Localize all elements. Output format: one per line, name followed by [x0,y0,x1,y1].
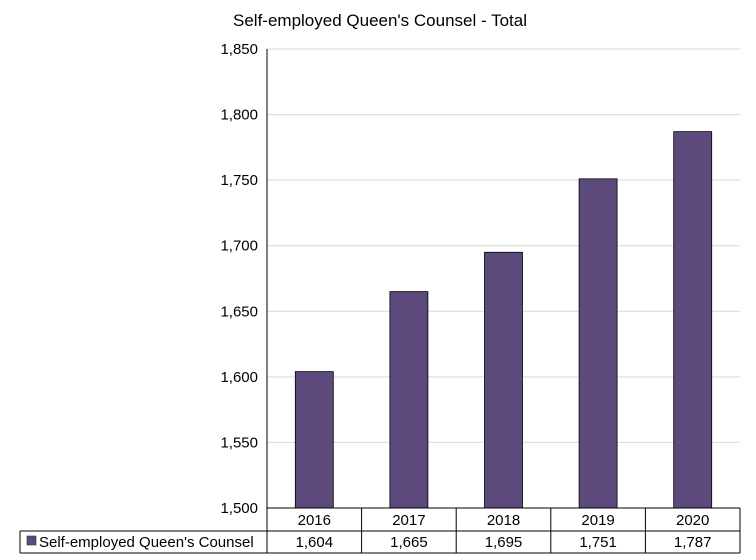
x-category-label: 2017 [392,512,425,529]
data-table-value: 1,695 [485,534,523,551]
y-tick-label: 1,600 [220,369,258,386]
y-tick-label: 1,500 [220,500,258,517]
bar-2017 [389,291,429,509]
y-axis-ticks: 1,500 1,550 1,600 1,650 1,700 1,750 1,800 1,850 [220,41,258,517]
chart-title: Self-employed Queen's Counsel - Total [233,11,527,30]
x-category-label: 2019 [581,512,614,529]
y-tick-label: 1,650 [220,303,258,320]
x-category-label: 2018 [487,512,520,529]
data-table-value: 1,604 [296,534,334,551]
bar-2019 [578,178,618,509]
legend-swatch [26,535,37,546]
bars [294,131,713,509]
data-table-row-label: Self-employed Queen's Counsel [39,534,254,551]
y-tick-label: 1,550 [220,434,258,451]
bar-2020 [673,131,713,509]
y-tick-label: 1,700 [220,238,258,255]
y-tick-label: 1,850 [220,41,258,58]
data-table-value: 1,787 [674,534,712,551]
y-tick-label: 1,800 [220,107,258,124]
data-table: Self-employed Queen's Counsel 2016 1,604 2… [19,49,741,554]
bar-2018 [484,251,523,509]
data-table-value: 1,751 [579,534,617,551]
data-table-value: 1,665 [390,534,428,551]
y-tick-label: 1,750 [220,172,258,189]
x-category-label: 2016 [298,512,331,529]
bar-2016 [294,371,334,509]
x-category-label: 2020 [676,512,709,529]
